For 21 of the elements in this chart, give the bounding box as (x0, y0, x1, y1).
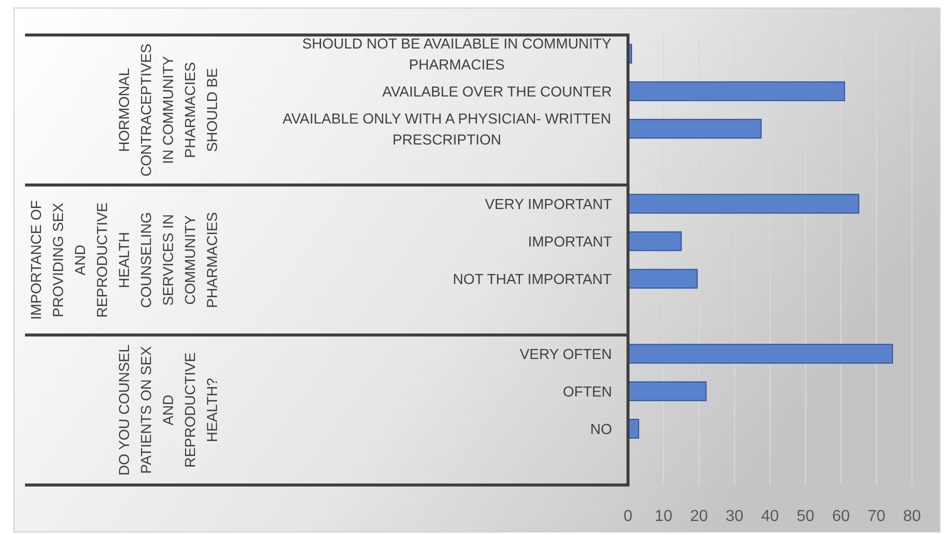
x-tick-label: 30 (726, 508, 744, 525)
x-tick-label: 40 (761, 508, 779, 525)
x-tick-label: 10 (654, 508, 672, 525)
y-tick-label: SHOULD NOT BE AVAILABLE IN COMMUNITY PHARMACIES (302, 36, 612, 74)
y-tick-label: NO (590, 422, 612, 438)
x-tick-label: 80 (903, 508, 921, 525)
y-tick-label: AVAILABLE OVER THE COUNTER (382, 84, 612, 100)
y-tick-label: VERY IMPORTANT (484, 196, 612, 213)
x-tick-label: 60 (832, 508, 850, 525)
y-tick-label: VERY OFTEN (520, 346, 612, 363)
x-tick-label: 70 (868, 508, 886, 525)
x-tick-label: 50 (796, 508, 814, 525)
y-tick-label: IMPORTANT (528, 234, 612, 250)
y-tick-label: OFTEN (562, 384, 612, 400)
x-tick-label: 20 (690, 508, 708, 525)
y-tick-label: AVAILABLE ONLY WITH A PHYSICIAN- WRITTEN PRESCRIPTION (282, 111, 612, 148)
text: IMPORTANCE OF PROVIDING SEX AND REPRODUCTIVE HEALTH COUNSELING SERVICES IN COMMUNITY PHARMACIES (29, 200, 221, 320)
x-tick-label: 0 (624, 508, 633, 525)
text: DO YOU COUNSEL PATIENTS ON SEX AND REPRODUCTIVE HEALTH? (117, 344, 221, 476)
text: HORMONAL CONTRACEPTIVES IN COMMUNITY PHARMACIES SHOULD BE (117, 44, 221, 176)
y-tick-label: NOT THAT IMPORTANT (452, 272, 612, 288)
